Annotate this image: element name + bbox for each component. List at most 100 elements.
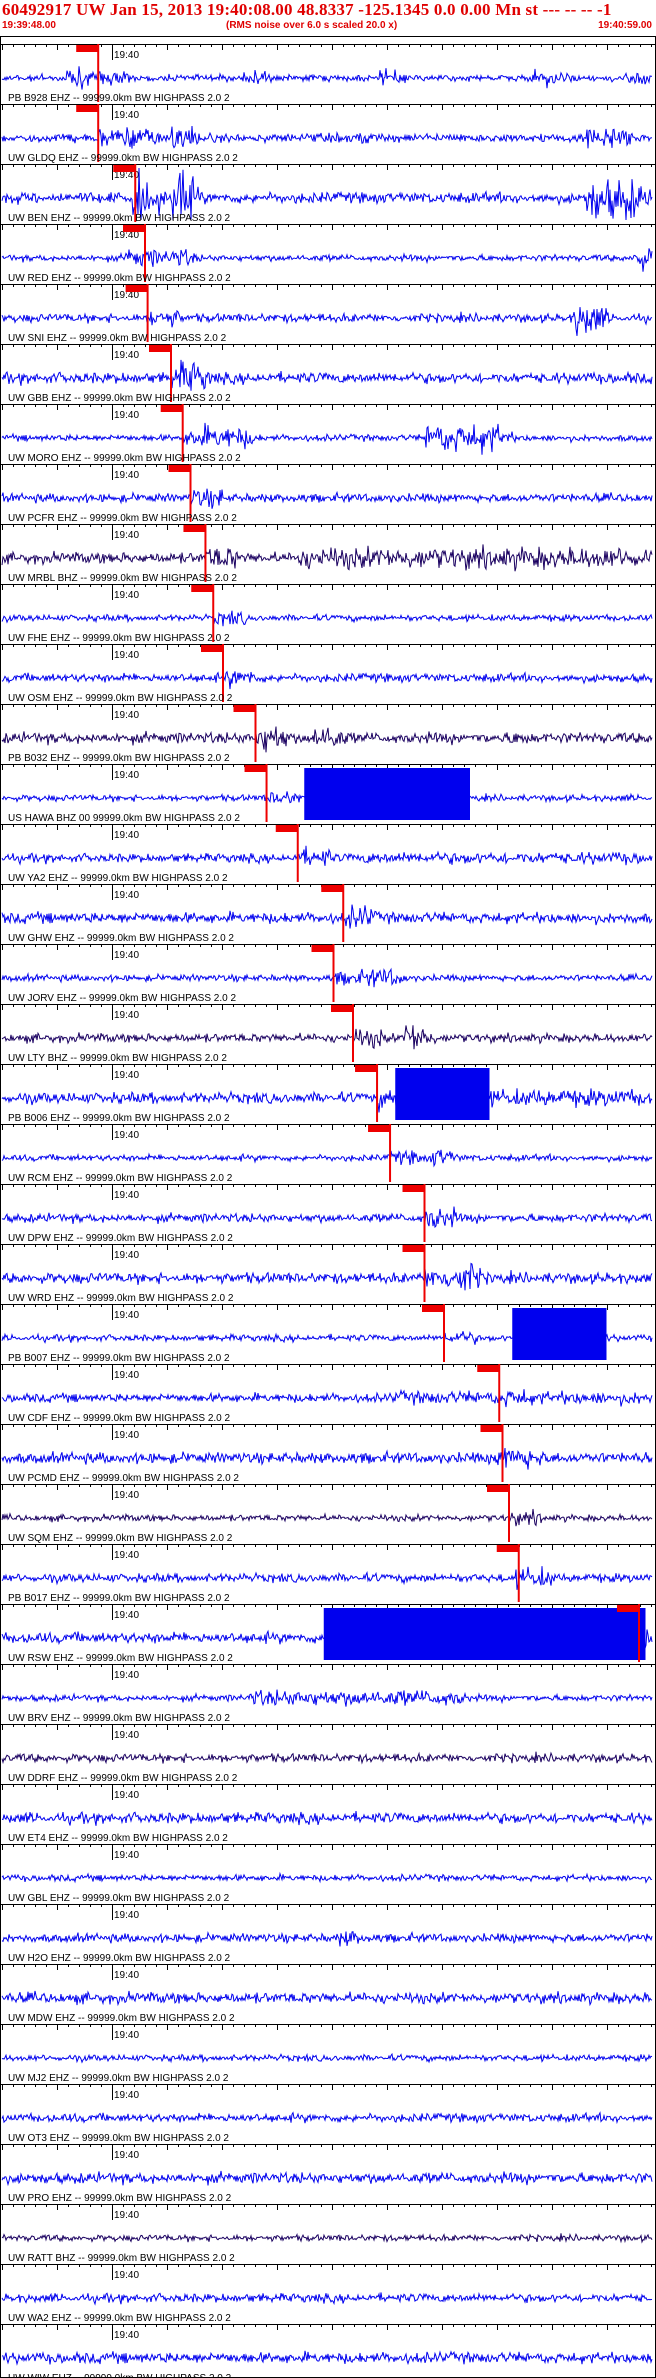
- waveform: [1, 1990, 653, 2007]
- trace-row: 19:40 UW ET4 EHZ -- 99999.0km BW HIGHPASS…: [0, 1784, 656, 1844]
- time-marker-label: 19:40: [114, 770, 139, 781]
- waveform: [1, 845, 653, 866]
- time-marker-label: 19:40: [114, 1730, 139, 1741]
- waveform: [1, 2111, 653, 2125]
- station-label: UW PCMD EHZ -- 99999.0km BW HIGHPASS 2.0…: [8, 1473, 239, 1484]
- time-marker-label: 19:40: [114, 410, 139, 421]
- time-marker-label: 19:40: [114, 230, 139, 241]
- time-marker-label: 19:40: [114, 1490, 139, 1501]
- trace-row: 19:40 UW MJ2 EHZ -- 99999.0km BW HIGHPASS…: [0, 2024, 656, 2084]
- time-marker-label: 19:40: [114, 1070, 139, 1081]
- trace-row: 19:40 PB B928 EHZ -- 99999.0km BW HIGHPAS…: [0, 44, 656, 104]
- pick-tag: [617, 1605, 639, 1612]
- time-marker-label: 19:40: [114, 110, 139, 121]
- waveform: [1, 726, 653, 753]
- trace-row: 19:40 UW MDW EHZ -- 99999.0km BW HIGHPASS…: [0, 1964, 656, 2024]
- station-label: UW MORO EHZ -- 99999.0km BW HIGHPASS 2.0…: [8, 453, 241, 464]
- trace-row: 19:40 UW RSW EHZ -- 99999.0km BW HIGHPASS…: [0, 1604, 656, 1664]
- station-label: UW GBB EHZ -- 99999.0km BW HIGHPASS 2.0 …: [8, 393, 231, 404]
- trace-row: 19:40 UW BEN EHZ -- 99999.0km BW HIGHPASS…: [0, 164, 656, 224]
- trace-row: 19:40 UW OSM EHZ -- 99999.0km BW HIGHPASS…: [0, 644, 656, 704]
- waveform: [1, 1388, 653, 1408]
- clipped-signal: [395, 1068, 490, 1120]
- pick-tag: [168, 465, 191, 472]
- trace-row: 19:40 PB B032 EHZ -- 99999.0km BW HIGHPAS…: [0, 704, 656, 764]
- station-label: PB B006 EHZ -- 99999.0km BW HIGHPASS 2.0…: [8, 1113, 230, 1124]
- waveform: [1, 1566, 653, 1590]
- station-label: US HAWA BHZ 00 99999.0km BW HIGHPASS 2.0…: [8, 813, 240, 824]
- trace-row: 19:40 UW SNI EHZ -- 99999.0km BW HIGHPASS…: [0, 284, 656, 344]
- waveform: [1, 1810, 653, 1826]
- waveform: [1, 488, 653, 509]
- pick-tag: [123, 225, 145, 232]
- seismogram-panel: 19:40 PB B928 EHZ -- 99999.0km BW HIGHPAS…: [0, 36, 656, 2378]
- station-label: UW SNI EHZ -- 99999.0km BW HIGHPASS 2.0 …: [8, 333, 227, 344]
- station-label: UW DPW EHZ -- 99999.0km BW HIGHPASS 2.0 …: [8, 1233, 233, 1244]
- pick-tag: [331, 1005, 353, 1012]
- trace-row: 19:40 UW WA2 EHZ -- 99999.0km BW HIGHPASS…: [0, 2264, 656, 2324]
- time-marker-label: 19:40: [114, 1130, 139, 1141]
- trace-row: 19:40 UW PCFR EHZ -- 99999.0km BW HIGHPAS…: [0, 464, 656, 524]
- station-label: UW LTY BHZ -- 99999.0km BW HIGHPASS 2.0 …: [8, 1053, 227, 1064]
- time-marker-label: 19:40: [114, 1250, 139, 1261]
- waveform: [1, 2052, 653, 2064]
- station-label: UW MDW EHZ -- 99999.0km BW HIGHPASS 2.0 …: [8, 2013, 235, 2024]
- time-marker-label: 19:40: [114, 530, 139, 541]
- pick-tag: [125, 285, 148, 292]
- station-label: PB B017 EHZ -- 99999.0km BW HIGHPASS 2.0…: [8, 1593, 230, 1604]
- waveform: [1, 2233, 653, 2244]
- pick-tag: [113, 165, 136, 172]
- waveform: [1, 1025, 653, 1050]
- pick-tag: [402, 1245, 425, 1252]
- waveform: [1, 670, 653, 690]
- waveform: [1, 125, 653, 149]
- time-marker-label: 19:40: [114, 1790, 139, 1801]
- pick-tag: [321, 885, 344, 892]
- time-marker-label: 19:40: [114, 290, 139, 301]
- record-header: 60492917 UW Jan 15, 2013 19:40:08.00 48.…: [0, 0, 656, 36]
- time-marker-label: 19:40: [114, 2150, 139, 2161]
- time-marker-label: 19:40: [114, 890, 139, 901]
- station-label: UW CDF EHZ -- 99999.0km BW HIGHPASS 2.0 …: [8, 1413, 231, 1424]
- station-label: UW DDRF EHZ -- 99999.0km BW HIGHPASS 2.0…: [8, 1773, 238, 1784]
- waveform: [1, 544, 653, 572]
- pick-tag: [183, 525, 206, 532]
- trace-row: 19:40 US HAWA BHZ 00 99999.0km BW HIGHPAS…: [0, 764, 656, 824]
- waveform: [1, 610, 653, 627]
- waveform: [1, 1088, 653, 1113]
- waveform: [1, 422, 653, 455]
- panel-border: [0, 36, 656, 2378]
- trace-row: 19:40 UW PRO EHZ -- 99999.0km BW HIGHPASS…: [0, 2144, 656, 2204]
- station-label: UW SQM EHZ -- 99999.0km BW HIGHPASS 2.0 …: [8, 1533, 233, 1544]
- time-marker-label: 19:40: [114, 950, 139, 961]
- pick-tag: [355, 1065, 378, 1072]
- waveform: [1, 2170, 653, 2187]
- trace-row: 19:40 UW GBL EHZ -- 99999.0km BW HIGHPASS…: [0, 1844, 656, 1904]
- trace-row: 19:40 UW FHE EHZ -- 99999.0km BW HIGHPASS…: [0, 584, 656, 644]
- station-label: UW RED EHZ -- 99999.0km BW HIGHPASS 2.0 …: [8, 273, 231, 284]
- time-marker-label: 19:40: [114, 710, 139, 721]
- trace-row: 19:40 UW BRV EHZ -- 99999.0km BW HIGHPASS…: [0, 1664, 656, 1724]
- start-time: 19:39:48.00: [2, 20, 56, 31]
- time-marker-label: 19:40: [114, 350, 139, 361]
- station-label: UW JORV EHZ -- 99999.0km BW HIGHPASS 2.0…: [8, 993, 236, 1004]
- pick-tag: [149, 345, 171, 352]
- trace-row: 19:40 UW GHW EHZ -- 99999.0km BW HIGHPASS…: [0, 884, 656, 944]
- pick-tag: [487, 1485, 509, 1492]
- waveform: [1, 248, 653, 272]
- trace-row: 19:40 UW JORV EHZ -- 99999.0km BW HIGHPAS…: [0, 944, 656, 1004]
- time-marker-label: 19:40: [114, 1850, 139, 1861]
- waveform: [1, 307, 653, 336]
- station-label: UW PRO EHZ -- 99999.0km BW HIGHPASS 2.0 …: [8, 2193, 232, 2204]
- station-label: UW FHE EHZ -- 99999.0km BW HIGHPASS 2.0 …: [8, 633, 230, 644]
- pick-tag: [496, 1545, 519, 1552]
- pick-tag: [233, 705, 256, 712]
- station-label: UW RSW EHZ -- 99999.0km BW HIGHPASS 2.0 …: [8, 1653, 233, 1664]
- pick-tag: [480, 1425, 503, 1432]
- station-label: UW BRV EHZ -- 99999.0km BW HIGHPASS 2.0 …: [8, 1713, 230, 1724]
- scale-note: (RMS noise over 6.0 s scaled 20.0 x): [226, 20, 398, 31]
- time-marker-label: 19:40: [114, 2270, 139, 2281]
- trace-row: 19:40 UW DDRF EHZ -- 99999.0km BW HIGHPAS…: [0, 1724, 656, 1784]
- waveform: [1, 1751, 653, 1765]
- pick-tag: [368, 1125, 391, 1132]
